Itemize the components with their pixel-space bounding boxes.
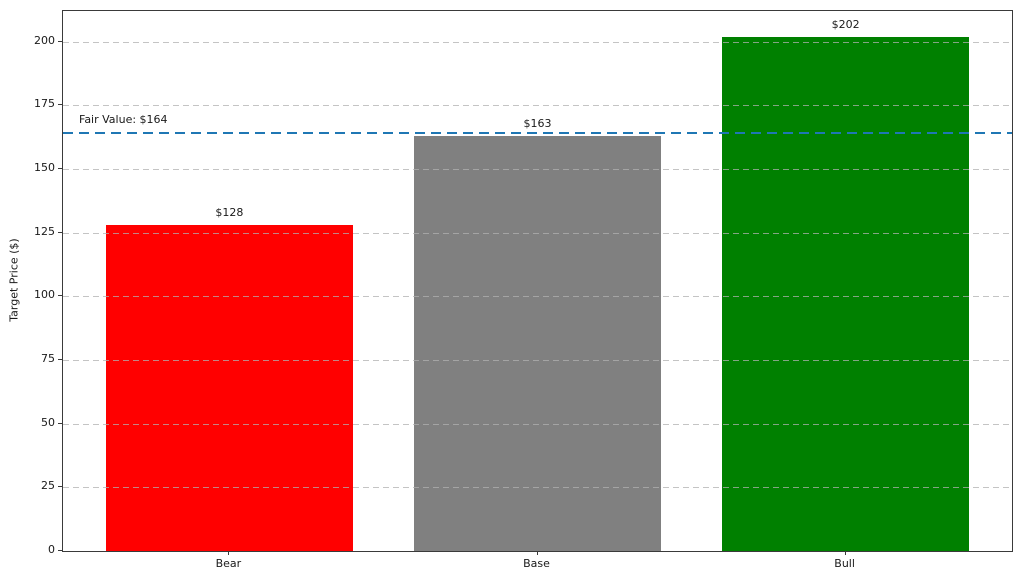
bar-base <box>414 136 661 551</box>
gridline <box>63 487 1012 489</box>
bar-value-label: $163 <box>523 117 552 130</box>
y-tick-label: 150 <box>34 161 55 175</box>
y-tick-mark <box>58 550 62 551</box>
y-tick-label: 0 <box>48 543 55 556</box>
gridline <box>63 360 1012 362</box>
y-tick-mark <box>58 104 62 106</box>
y-tick-mark <box>58 359 62 361</box>
y-tick-mark <box>58 231 62 233</box>
gridline <box>63 41 1012 43</box>
y-tick-label: 75 <box>41 352 55 366</box>
y-tick-label: 100 <box>34 288 55 302</box>
x-tick-mark <box>228 551 230 555</box>
x-tick-label: Bear <box>215 557 242 570</box>
gridline <box>63 232 1012 234</box>
bar-bull <box>722 36 969 551</box>
y-tick-mark <box>58 422 62 424</box>
fair-value-label: Fair Value: $164 <box>79 113 168 127</box>
bar-bear <box>106 225 353 551</box>
x-tick-label: Bull <box>834 557 855 570</box>
gridline <box>63 169 1012 171</box>
x-tick-label: Base <box>523 557 550 570</box>
y-tick-mark <box>58 486 62 488</box>
bar-value-label: $202 <box>831 17 860 31</box>
x-tick-mark <box>536 551 538 555</box>
y-tick-label: 25 <box>41 479 55 493</box>
y-tick-mark <box>58 295 62 297</box>
plot-area: $128 $163 $202 Fair Value: $164 <box>62 10 1013 552</box>
gridline <box>63 296 1012 298</box>
gridline <box>63 105 1012 107</box>
gridline <box>63 423 1012 425</box>
bar-value-label: $128 <box>215 206 244 220</box>
x-tick-mark <box>844 551 846 555</box>
y-tick-label: 175 <box>34 97 55 111</box>
y-tick-label: 50 <box>41 415 55 429</box>
y-axis-title: Target Price ($) <box>7 238 21 322</box>
fair-value-line <box>63 132 1012 135</box>
y-tick-mark <box>58 168 62 170</box>
y-tick-label: 200 <box>34 33 55 47</box>
y-tick-mark <box>58 40 62 42</box>
y-tick-label: 125 <box>34 224 55 238</box>
